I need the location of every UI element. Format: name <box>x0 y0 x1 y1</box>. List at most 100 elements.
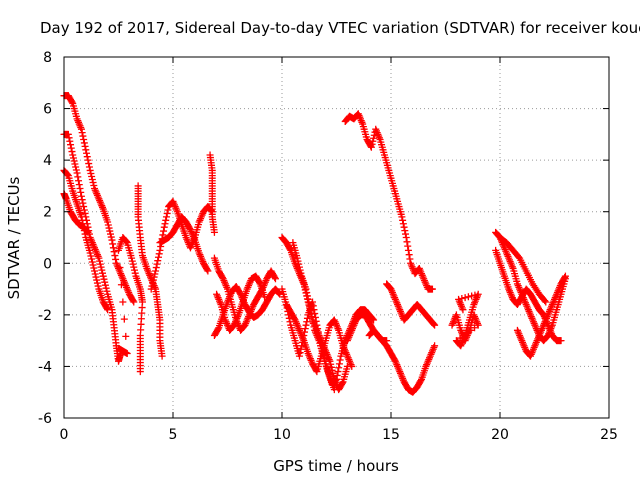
data-point <box>93 279 101 287</box>
series-prn-h <box>156 213 212 275</box>
data-point <box>149 279 157 287</box>
data-point <box>122 238 130 246</box>
data-point <box>74 173 82 181</box>
data-point <box>91 267 99 275</box>
data-point <box>112 255 120 263</box>
y-tick-label: 8 <box>43 50 52 66</box>
data-point <box>401 227 409 235</box>
data-point <box>275 289 283 297</box>
data-point <box>162 216 170 224</box>
data-point <box>120 315 128 323</box>
data-point <box>117 281 125 289</box>
data-point <box>77 125 85 133</box>
data-point <box>335 360 343 368</box>
data-point <box>73 169 81 177</box>
x-tick-label: 20 <box>491 427 509 443</box>
data-point <box>557 337 565 345</box>
data-point <box>417 377 425 385</box>
data-point <box>128 257 136 265</box>
series-prn-j <box>210 254 279 334</box>
data-point <box>348 362 356 370</box>
data-point <box>405 251 413 259</box>
data-point <box>97 263 105 271</box>
x-tick-label: 25 <box>600 427 618 443</box>
y-tick-labels: -6 -4 -2 0 2 4 6 8 <box>38 50 52 427</box>
data-point <box>290 315 298 323</box>
data-point <box>66 137 74 145</box>
data-point <box>83 227 91 235</box>
data-point <box>107 233 115 241</box>
data-point <box>147 285 155 293</box>
axis-ticks <box>63 56 610 419</box>
data-point <box>303 292 311 300</box>
data-point <box>94 282 102 290</box>
data-point <box>122 332 130 340</box>
data-point <box>150 273 158 281</box>
series-prn-v <box>448 290 482 350</box>
data-point <box>261 293 269 301</box>
data-point <box>398 213 406 221</box>
series-prn-d <box>60 190 92 236</box>
data-point <box>130 263 138 271</box>
data-point <box>88 172 96 180</box>
data-point <box>203 266 211 274</box>
data-point <box>303 314 311 322</box>
data-point <box>64 130 72 138</box>
data-point <box>81 209 89 217</box>
data-point <box>302 321 310 329</box>
series-prn-e <box>115 234 146 376</box>
data-point <box>83 149 91 157</box>
data-point <box>402 230 410 238</box>
data-point <box>104 306 112 314</box>
y-axis-label: SDTVAR / TECUs <box>5 176 23 299</box>
plot-frame <box>63 56 610 419</box>
data-point <box>80 136 88 144</box>
data-point <box>428 285 436 293</box>
data-point <box>391 356 399 364</box>
data-point <box>402 234 410 241</box>
data-point <box>111 252 119 260</box>
data-point <box>82 146 90 154</box>
data-point <box>369 137 377 145</box>
data-point <box>561 273 569 281</box>
data-point <box>85 163 93 171</box>
data-point <box>271 273 279 281</box>
data-point <box>459 306 467 314</box>
data-point <box>369 315 377 323</box>
data-point <box>295 263 303 271</box>
data-point <box>542 298 550 306</box>
data-point <box>162 213 170 221</box>
y-tick-label: 4 <box>43 153 52 169</box>
series-prn-a <box>60 92 138 306</box>
series-prn-p <box>282 301 356 376</box>
data-point <box>404 246 412 254</box>
x-tick-label: 0 <box>60 427 69 443</box>
data-point <box>154 257 162 265</box>
data-point <box>293 254 301 262</box>
data-point <box>370 316 378 324</box>
data-point <box>81 142 89 150</box>
data-point <box>129 297 137 305</box>
data-point <box>67 141 75 149</box>
x-tick-label: 15 <box>382 427 400 443</box>
data-point <box>163 209 171 217</box>
data-point <box>158 352 166 360</box>
data-point <box>309 319 317 327</box>
series-prn-k <box>210 282 284 339</box>
data-point <box>72 166 80 174</box>
data-point <box>70 157 78 165</box>
y-tick-label: 2 <box>43 205 52 221</box>
data-point <box>214 325 222 333</box>
data-point <box>99 269 107 277</box>
data-point <box>101 281 109 289</box>
data-point <box>161 220 169 228</box>
data-point <box>431 342 439 350</box>
data-point <box>430 320 438 328</box>
data-point <box>303 289 311 297</box>
data-point <box>78 216 86 224</box>
data-point <box>88 258 96 266</box>
data-point <box>105 224 113 232</box>
series-prn-f <box>134 182 166 360</box>
data-point <box>87 252 95 260</box>
data-point <box>110 248 118 256</box>
